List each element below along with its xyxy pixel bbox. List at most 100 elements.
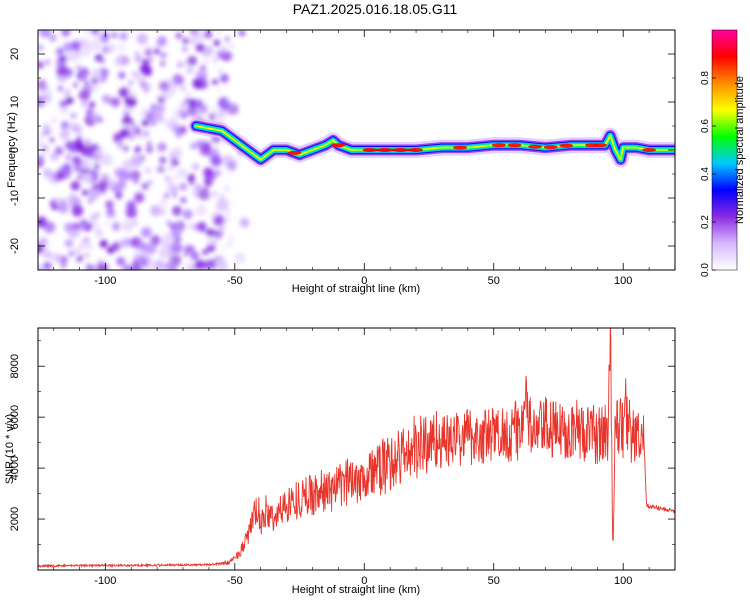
noise-spot: [142, 58, 148, 64]
noise-spot: [150, 204, 162, 217]
noise-spot: [153, 259, 166, 270]
noise-spot: [54, 146, 64, 156]
noise-spot: [176, 167, 188, 179]
noise-spot: [172, 127, 180, 134]
noise-spot: [166, 183, 179, 195]
noise-spot: [220, 234, 225, 239]
colorbar-ticks: 0.0 0.2 0.4 0.6 0.8: [700, 71, 716, 277]
noise-spot: [154, 102, 167, 115]
colorbar-tick-label: 0.8: [700, 71, 711, 85]
noise-spot: [110, 97, 121, 108]
noise-spot: [234, 252, 246, 264]
noise-spot: [145, 262, 156, 270]
noise-spot: [70, 41, 81, 52]
noise-spot: [89, 214, 97, 222]
noise-spot: [168, 165, 173, 171]
noise-spot: [77, 255, 84, 261]
noise-spot: [89, 111, 101, 123]
noise-spot: [60, 55, 67, 63]
noise-spot: [119, 31, 128, 41]
noise-spot: [50, 116, 58, 124]
noise-spot: [170, 158, 180, 167]
noise-spot: [176, 76, 186, 85]
colorbar-tick-label: 0.4: [700, 167, 711, 181]
noise-spot: [116, 256, 126, 266]
noise-spot: [175, 32, 183, 39]
noise-spot: [64, 238, 74, 248]
noise-spot: [206, 236, 216, 246]
noise-spot: [84, 81, 89, 86]
noise-spot: [73, 124, 83, 134]
noise-spot: [141, 66, 153, 77]
ridge-peak: [559, 143, 574, 148]
noise-spot: [97, 262, 109, 270]
noise-spot: [179, 85, 186, 91]
noise-spot: [146, 141, 152, 147]
noise-spot: [164, 193, 169, 199]
x-tick-label: 100: [614, 575, 632, 587]
noise-spot: [104, 220, 110, 226]
ridge-peak: [528, 144, 543, 149]
noise-spot: [134, 180, 139, 185]
noise-spot: [86, 149, 96, 159]
noise-spot: [59, 129, 70, 140]
noise-spot: [49, 34, 57, 42]
noise-spot: [172, 108, 184, 120]
noise-spot: [221, 246, 225, 250]
noise-spot: [184, 262, 194, 270]
noise-spot: [145, 167, 152, 174]
noise-spot: [38, 139, 44, 149]
noise-spot: [59, 255, 68, 264]
noise-spot: [214, 150, 219, 155]
noise-spot: [65, 154, 71, 160]
noise-spot: [171, 147, 183, 159]
noise-spot: [214, 235, 221, 242]
noise-spot: [68, 250, 75, 257]
noise-spot: [187, 223, 194, 230]
noise-spot: [161, 44, 167, 50]
noise-spot: [115, 192, 123, 200]
noise-spot: [217, 68, 223, 73]
snr-series: [38, 328, 675, 569]
noise-spot: [70, 180, 81, 191]
noise-spot: [165, 176, 170, 182]
noise-spot: [211, 190, 219, 198]
noise-spot: [118, 44, 126, 52]
x-tick-label: -100: [94, 575, 116, 587]
noise-spot: [159, 207, 167, 215]
noise-spot: [73, 82, 78, 88]
noise-spot: [183, 245, 191, 253]
x-tick-label: -50: [227, 275, 243, 287]
noise-spot: [100, 34, 109, 44]
noise-spot: [184, 98, 191, 105]
noise-spot: [78, 89, 91, 101]
noise-spot: [118, 71, 126, 79]
noise-spot: [115, 54, 128, 67]
chart-title: PAZ1.2025.016.18.05.G11: [292, 1, 458, 17]
noise-spot: [89, 30, 95, 34]
noise-spot: [123, 105, 129, 111]
noise-spot: [143, 82, 152, 91]
spectrogram-heatmap: [38, 30, 250, 270]
noise-spot: [157, 142, 167, 152]
noise-spot: [90, 81, 100, 92]
noise-spot: [38, 264, 45, 270]
x-tick-label: 50: [488, 275, 500, 287]
noise-spot: [187, 173, 196, 182]
noise-spot: [210, 259, 215, 264]
noise-spot: [81, 39, 94, 52]
noise-spot: [64, 52, 74, 62]
noise-spot: [84, 252, 90, 259]
noise-spot: [132, 221, 137, 226]
noise-spot: [164, 262, 175, 270]
noise-spot: [203, 30, 213, 39]
noise-spot: [202, 249, 208, 256]
noise-spot: [203, 178, 211, 185]
noise-spot: [119, 239, 129, 248]
noise-spot: [102, 181, 107, 186]
noise-spot: [128, 80, 134, 86]
noise-spot: [123, 145, 129, 152]
noise-spot: [238, 30, 246, 37]
noise-spot: [213, 57, 218, 63]
